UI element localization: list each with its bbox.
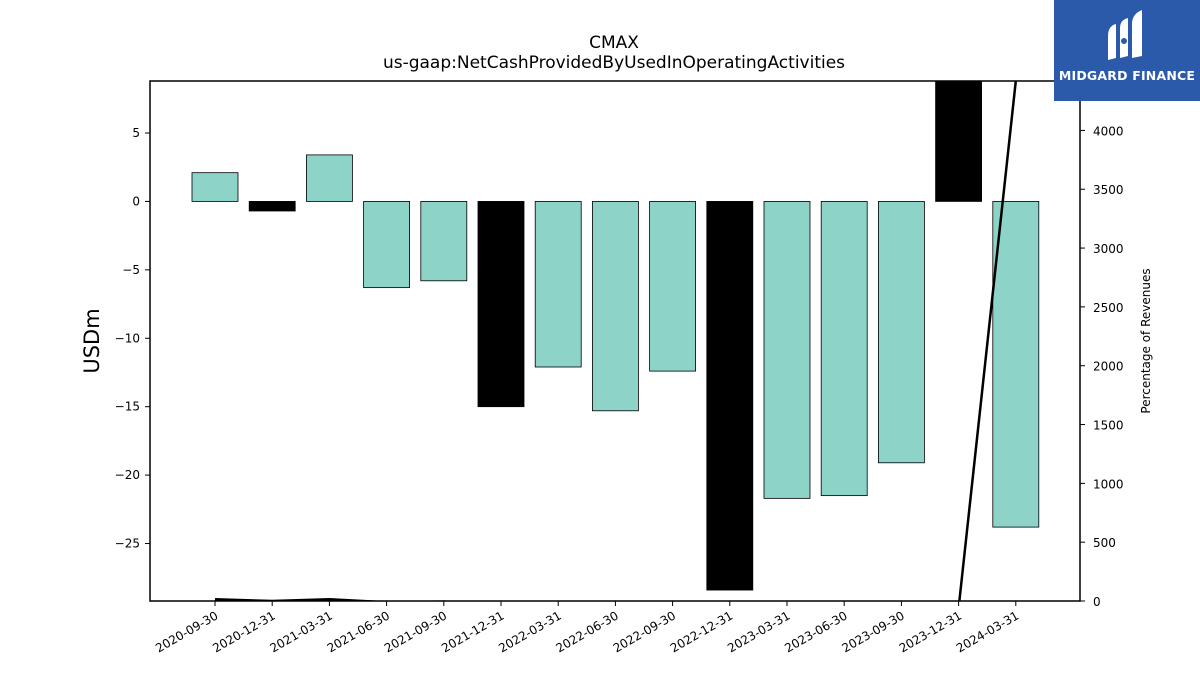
line-percentage-of-revenues (214, 81, 1018, 601)
y-tick-label: −15 (115, 400, 140, 414)
bar-2022-12-31 (706, 201, 754, 591)
bar-2020-09-30 (191, 172, 239, 202)
bar-2021-06-30 (363, 201, 411, 289)
x-tick-label: 2023-06-30 (782, 608, 849, 655)
y-axis: 5 0 −5 −10 −15 −20 −25 (115, 126, 150, 551)
y-tick-label: 5 (132, 126, 140, 140)
y-tick-label: −10 (115, 331, 140, 345)
bar-2023-03-31 (763, 201, 811, 499)
y2-tick-label: 2000 (1093, 360, 1124, 374)
y2-tick-label: 1000 (1093, 477, 1124, 491)
y-tick-label: −5 (122, 263, 140, 277)
bar-2023-09-30 (878, 201, 925, 464)
x-axis: 2020-09-302020-12-312021-03-312021-06-30… (153, 601, 1021, 655)
line-series (214, 81, 1018, 601)
x-tick-label: 2020-09-30 (153, 608, 220, 655)
y-tick-label: −20 (115, 468, 140, 482)
y2-tick-label: 3500 (1093, 183, 1124, 197)
y2-tick-label: 500 (1093, 536, 1116, 550)
y2-tick-label: 2500 (1093, 301, 1124, 315)
x-tick-label: 2022-03-31 (496, 608, 563, 655)
logo-mark-icon (1108, 10, 1142, 60)
y2-tick-label: 3000 (1093, 242, 1124, 256)
logo-text: MIDGARD FINANCE (1058, 68, 1196, 83)
y2-axis-label: Percentage of Revenues (1139, 268, 1153, 413)
chart-title: CMAX (589, 33, 639, 53)
y2-tick-label: 1500 (1093, 419, 1124, 433)
y2-tick-label: 4000 (1093, 124, 1124, 138)
x-tick-label: 2021-03-31 (267, 608, 334, 655)
y-tick-label: −25 (115, 537, 140, 551)
bar-2024-03-31 (992, 201, 1040, 528)
bar-2020-12-31 (248, 201, 296, 212)
bar-2022-09-30 (649, 201, 696, 372)
x-tick-label: 2022-09-30 (611, 608, 678, 655)
y-axis-label: USDm (80, 308, 104, 373)
bar-2021-12-31 (477, 201, 525, 408)
bar-2021-09-30 (420, 201, 468, 282)
x-tick-label: 2023-12-31 (897, 608, 964, 655)
bars (191, 80, 1040, 591)
y-tick-label: 0 (132, 194, 140, 208)
bar-2021-03-31 (305, 154, 353, 202)
x-tick-label: 2022-06-30 (553, 608, 620, 655)
x-tick-label: 2023-03-31 (725, 608, 792, 655)
bar-2023-12-31 (935, 80, 982, 202)
x-tick-label: 2024-03-31 (954, 608, 1021, 655)
brand-logo: MIDGARD FINANCE (1054, 0, 1200, 101)
x-tick-label: 2021-09-30 (382, 608, 449, 655)
x-tick-label: 2021-06-30 (325, 608, 392, 655)
x-tick-label: 2020-12-31 (210, 608, 277, 655)
bar-2022-06-30 (592, 201, 639, 412)
y2-axis: 0 500 1000 1500 2000 2500 3000 3500 4000 (1080, 124, 1124, 609)
bar-2023-06-30 (820, 201, 868, 497)
x-tick-label: 2022-12-31 (668, 608, 735, 655)
bar-2022-03-31 (534, 201, 582, 368)
x-tick-label: 2023-09-30 (839, 608, 906, 655)
chart-subtitle: us-gaap:NetCashProvidedByUsedInOperating… (383, 53, 845, 73)
y2-tick-label: 0 (1093, 595, 1101, 609)
x-tick-label: 2021-12-31 (439, 608, 506, 655)
